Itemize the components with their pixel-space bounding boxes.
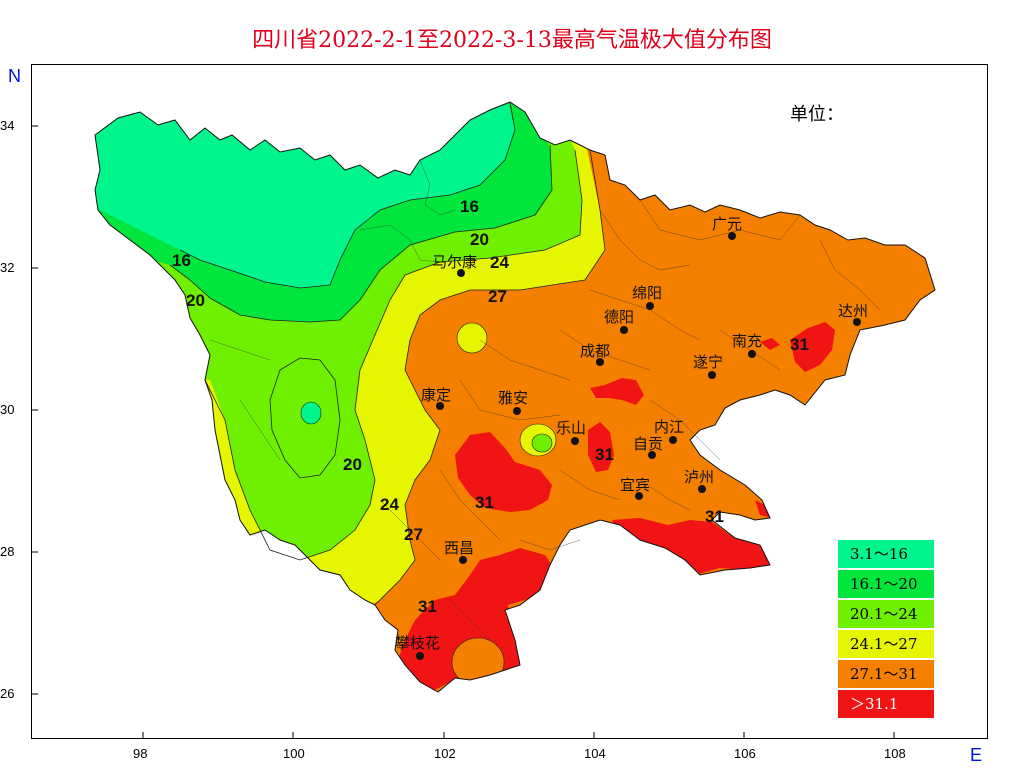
legend-label: ＞31.1 xyxy=(850,695,899,713)
x-tick-100: 100 xyxy=(283,746,305,761)
city-label-xichang: 西昌 xyxy=(444,539,474,557)
legend-label: 27.1～31 xyxy=(850,665,918,683)
contour-label: 27 xyxy=(488,287,507,306)
region-31-dazhou xyxy=(790,322,835,372)
contour-label: 31 xyxy=(418,597,437,616)
legend-item-20-24: 20.1～24 xyxy=(838,600,934,628)
region-31-luzhou xyxy=(612,518,770,575)
x-tick-102: 102 xyxy=(434,746,456,761)
city-dot-mianyang xyxy=(646,302,654,310)
y-tick-32: 32 xyxy=(0,260,15,275)
city-dot-maerkang xyxy=(457,269,465,277)
city-dot-xichang xyxy=(459,556,467,564)
region-31-central xyxy=(455,432,552,512)
region-31-south xyxy=(398,548,555,690)
city-dot-chengdu xyxy=(596,358,604,366)
city-label-nanchong: 南充 xyxy=(732,332,762,350)
city-dot-dazhou xyxy=(853,318,861,326)
city-label-suining: 遂宁 xyxy=(693,353,723,371)
city-label-mianyang: 绵阳 xyxy=(632,284,662,302)
y-tick-26: 26 xyxy=(0,686,15,701)
y-tick-28: 28 xyxy=(0,544,15,559)
legend-label: 16.1～20 xyxy=(850,575,918,593)
city-label-kangding: 康定 xyxy=(421,386,451,404)
city-labels: 广元 达州 绵阳 德阳 南充 成都 遂宁 马尔康 康定 雅安 乐山 内江 自贡 … xyxy=(395,215,868,652)
city-dot-leshan xyxy=(571,437,579,445)
contour-label: 16 xyxy=(172,251,191,270)
city-dot-neijiang xyxy=(669,436,677,444)
city-label-leshan: 乐山 xyxy=(556,419,586,437)
province-outline xyxy=(94,101,936,693)
contour-label: 31 xyxy=(475,493,494,512)
legend-item-31-plus: ＞31.1 xyxy=(838,690,934,718)
unit-label: 单位： xyxy=(790,104,844,125)
region-31-chengdu xyxy=(590,378,644,405)
contour-label: 20 xyxy=(186,291,205,310)
city-label-zigong: 自贡 xyxy=(633,435,663,453)
city-dot-yibin xyxy=(635,492,643,500)
x-tick-108: 108 xyxy=(884,746,906,761)
legend-item-3-16: 3.1～16 xyxy=(838,540,934,568)
city-markers xyxy=(416,232,861,660)
city-dot-deyang xyxy=(620,326,628,334)
region-31-zigong xyxy=(588,422,614,472)
map-title: 四川省2022-2-1至2022-3-13最高气温极大值分布图 xyxy=(252,28,772,53)
y-tick-30: 30 xyxy=(0,402,15,417)
contour-label: 20 xyxy=(343,455,362,474)
city-dot-nanchong xyxy=(748,350,756,358)
contour-label: 16 xyxy=(460,197,479,216)
contour-lines xyxy=(169,101,606,606)
x-tick-98: 98 xyxy=(133,746,148,761)
map-frame xyxy=(31,64,988,739)
legend-item-16-20: 16.1～20 xyxy=(838,570,934,598)
city-label-guangyuan: 广元 xyxy=(712,215,742,233)
city-dot-kangding xyxy=(436,402,444,410)
east-label: E xyxy=(970,745,983,765)
city-dot-zigong xyxy=(648,451,656,459)
city-label-maerkang: 马尔康 xyxy=(432,253,477,271)
city-label-panzhihua: 攀枝花 xyxy=(395,634,440,652)
contour-label: 31 xyxy=(790,335,809,354)
y-tick-34: 34 xyxy=(0,118,15,133)
north-label: N xyxy=(8,66,21,86)
contour-label: 20 xyxy=(470,230,489,249)
city-label-yaan: 雅安 xyxy=(498,389,528,407)
legend-label: 3.1～16 xyxy=(850,545,908,563)
x-tick-104: 104 xyxy=(584,746,606,761)
legend-item-27-31: 27.1～31 xyxy=(838,660,934,688)
city-label-luzhou: 泸州 xyxy=(684,468,714,486)
city-dot-luzhou xyxy=(698,485,706,493)
city-label-yibin: 宜宾 xyxy=(620,476,650,494)
contour-label: 31 xyxy=(705,507,724,526)
city-dot-suining xyxy=(708,371,716,379)
region-24-27-spot xyxy=(456,322,488,354)
city-label-dazhou: 达州 xyxy=(838,302,868,320)
region-3-16-spot xyxy=(300,401,322,425)
contour-labels: 16 16 20 20 24 27 20 24 27 31 31 31 31 3… xyxy=(172,197,809,616)
legend: 3.1～16 16.1～20 20.1～24 24.1～27 27.1～31 ＞… xyxy=(838,540,934,720)
contour-label: 31 xyxy=(595,445,614,464)
region-31-nanchong xyxy=(760,338,780,350)
city-label-neijiang: 内江 xyxy=(654,418,684,436)
city-label-chengdu: 成都 xyxy=(580,342,610,360)
city-dot-yaan xyxy=(513,407,521,415)
axis-ticks xyxy=(31,125,895,739)
legend-item-24-27: 24.1～27 xyxy=(838,630,934,658)
region-20-24-leshan xyxy=(531,433,553,453)
city-dot-guangyuan xyxy=(728,232,736,240)
legend-label: 20.1～24 xyxy=(850,605,918,623)
city-dot-panzhihua xyxy=(416,652,424,660)
city-label-deyang: 德阳 xyxy=(604,308,634,326)
contour-label: 24 xyxy=(490,253,509,272)
contour-label: 24 xyxy=(380,495,399,514)
contour-label: 27 xyxy=(404,525,423,544)
x-tick-106: 106 xyxy=(734,746,756,761)
legend-label: 24.1～27 xyxy=(850,635,918,653)
